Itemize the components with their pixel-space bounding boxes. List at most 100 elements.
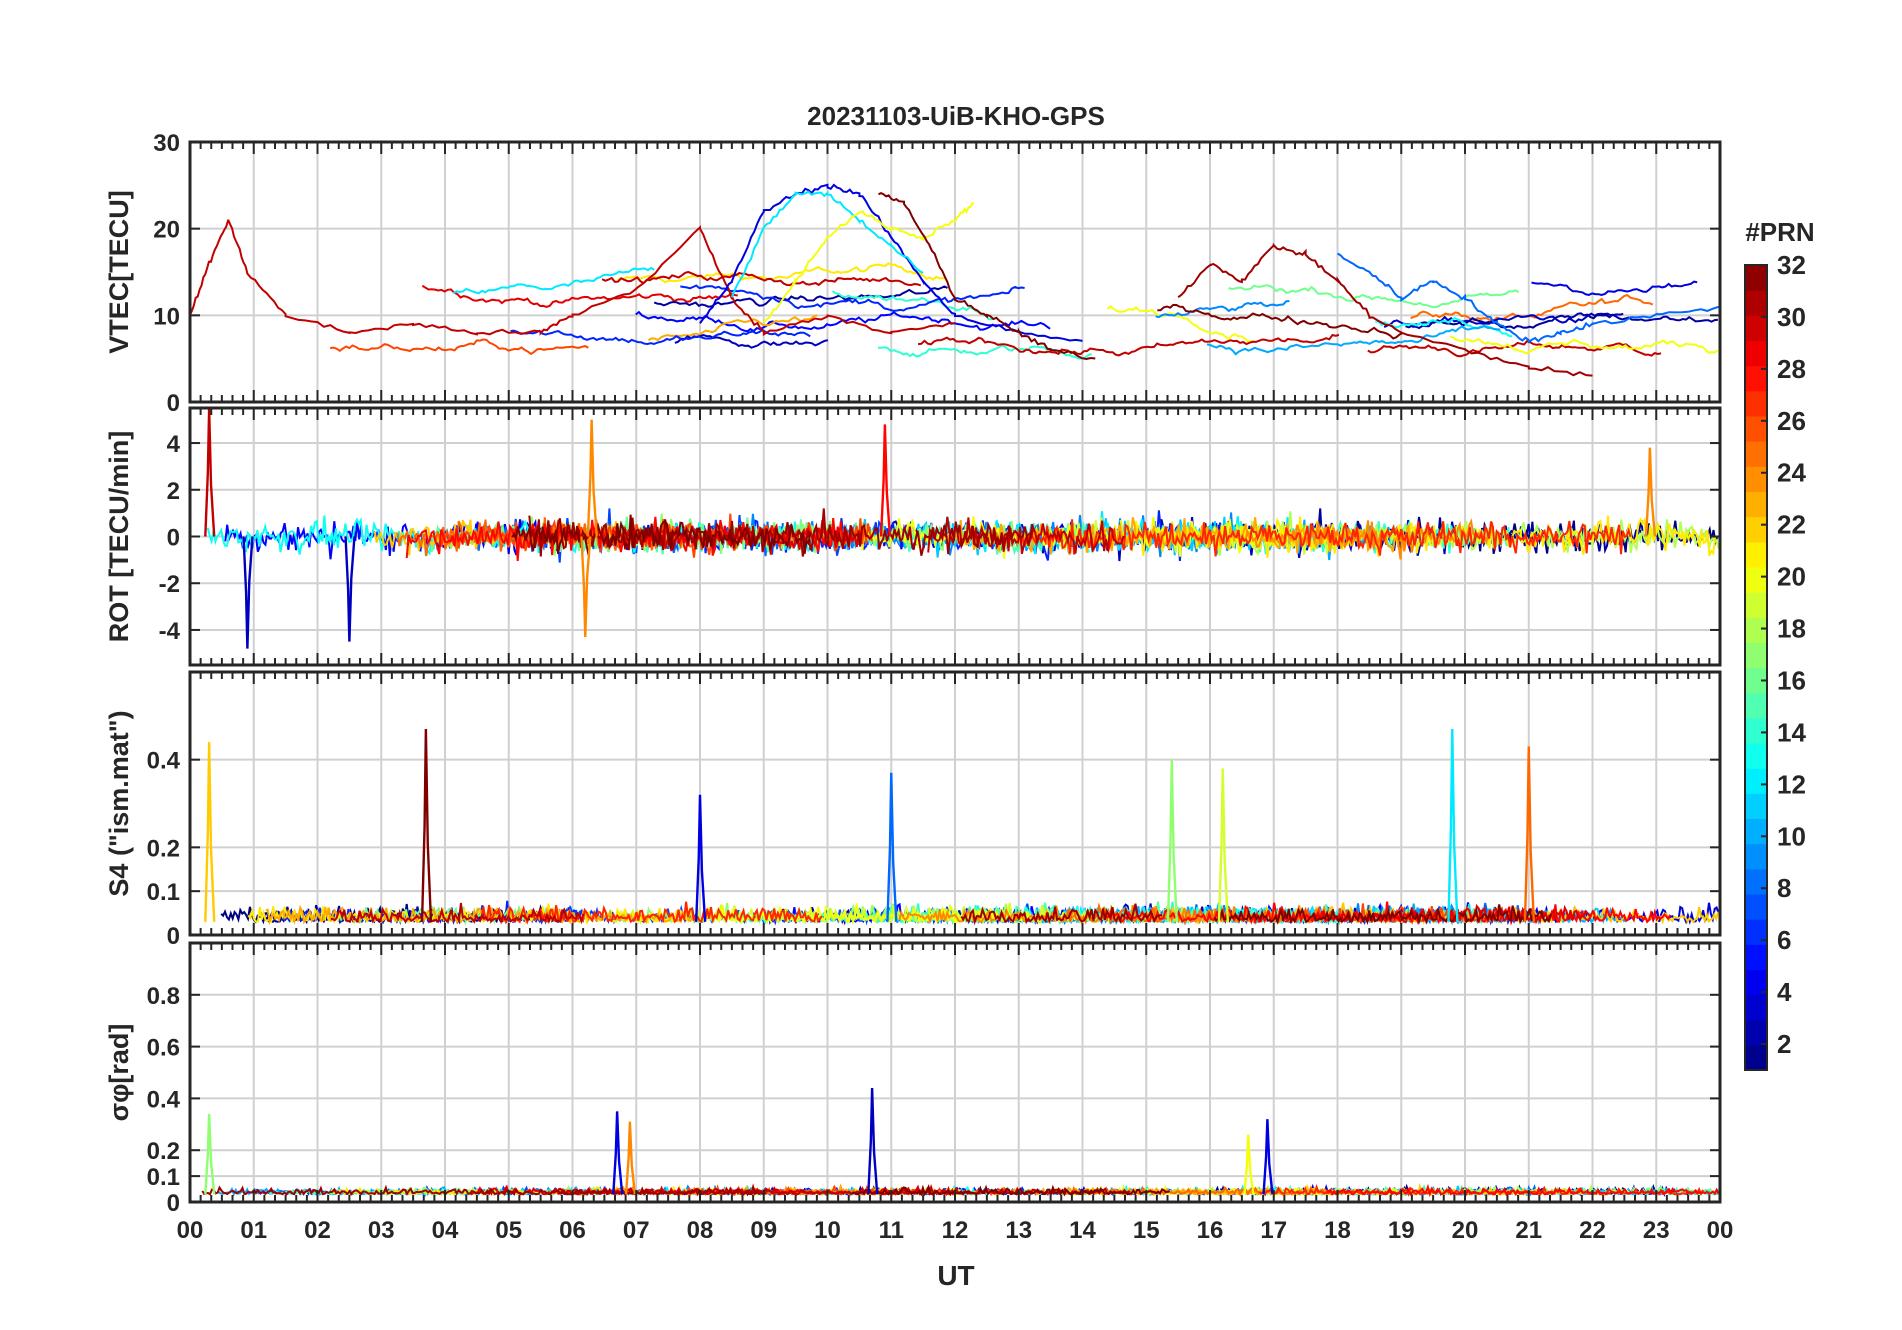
- colorbar-segment: [1745, 315, 1767, 342]
- peak-prn-22: [204, 742, 216, 922]
- peak-prn-3: [344, 536, 356, 642]
- x-tick-label: 04: [432, 1217, 459, 1244]
- y-tick-label: -2: [159, 571, 180, 598]
- colorbar-segment: [1745, 919, 1767, 945]
- colorbar-tick-label: 32: [1777, 250, 1806, 280]
- x-tick-label: 08: [687, 1217, 714, 1244]
- peak-prn-4: [612, 1111, 624, 1195]
- x-ticks: [189, 672, 1721, 935]
- colorbar-segment: [1745, 994, 1767, 1021]
- vtec-track-prn-20: [1449, 335, 1719, 355]
- colorbar-segment: [1745, 617, 1767, 643]
- colorbar-segment: [1745, 390, 1767, 417]
- colorbar-segment: [1745, 1019, 1767, 1046]
- colorbar-segment: [1745, 265, 1767, 291]
- vtec-track-prn-14: [831, 290, 996, 321]
- rot-trace-prn-32: [511, 514, 812, 556]
- data-layer: [204, 408, 1720, 649]
- colorbar-segment: [1745, 868, 1767, 895]
- peak-prn-24: [1644, 447, 1657, 537]
- x-tick-label: 18: [1324, 1217, 1351, 1244]
- colorbar-segment: [1745, 592, 1767, 618]
- peak-prn-8: [886, 772, 898, 922]
- peak-prn-17: [1166, 759, 1179, 922]
- data-layer: [190, 183, 1720, 377]
- colorbar-tick-label: 6: [1777, 925, 1791, 955]
- x-tick-label: 15: [1133, 1217, 1160, 1244]
- x-tick-label: 14: [1069, 1217, 1096, 1244]
- y-axis-label: ROT [TECU/min]: [104, 431, 134, 642]
- y-tick-label: 0: [167, 390, 180, 417]
- colorbar-segment: [1745, 466, 1767, 493]
- y-axis-label: σφ[rad]: [104, 1024, 134, 1122]
- y-tick-label: -4: [159, 618, 181, 645]
- colorbar-tick-label: 2: [1777, 1029, 1791, 1059]
- colorbar-tick-label: 20: [1777, 562, 1806, 592]
- x-ticks: [189, 943, 1721, 1202]
- vtec-track-prn-30: [1367, 339, 1662, 358]
- peak-prn-28: [879, 424, 892, 537]
- y-axis-label: VTEC[TECU]: [104, 190, 134, 354]
- y-tick-label: 0.1: [147, 1164, 180, 1191]
- vtec-track-prn-12: [452, 266, 655, 295]
- y-tick-label: 0.4: [147, 1086, 181, 1113]
- x-tick-label: 06: [559, 1217, 586, 1244]
- vtec-series-prn-30: [190, 219, 956, 337]
- y-tick-label: 2: [167, 478, 180, 505]
- s4-trace-prn-31: [960, 903, 1163, 926]
- x-tick-label: 17: [1260, 1217, 1287, 1244]
- vtec-series-prn-8: [1336, 252, 1720, 344]
- y-tick-label: 0.2: [147, 835, 180, 862]
- y-tick-label: 0: [167, 525, 180, 552]
- x-tick-label: 00: [1707, 1217, 1734, 1244]
- peak-prn-24: [586, 419, 598, 537]
- panel-sigma_phi: 00.10.2 0.4 0.6 0.8 σφ[rad]: [104, 941, 1722, 1217]
- peak-prn-32: [420, 728, 433, 922]
- colorbar-segment: [1745, 365, 1767, 392]
- y-tick-label: 0.6: [147, 1035, 180, 1062]
- colorbar-segment: [1745, 717, 1767, 744]
- grid: [190, 943, 1720, 1202]
- chart-title: 20231103-UiB-KHO-GPS: [807, 101, 1105, 131]
- colorbar-segment: [1745, 893, 1767, 920]
- colorbar-tick-label: 4: [1777, 977, 1792, 1007]
- peak-prn-17: [204, 1113, 216, 1195]
- colorbar-tick-label: 30: [1777, 302, 1806, 332]
- x-tick-label: 03: [368, 1217, 395, 1244]
- vtec-series-prn-4: [699, 183, 1083, 342]
- peak-prn-19: [1217, 768, 1230, 922]
- y-tick-label: 0.8: [147, 983, 180, 1010]
- colorbar-frame: [1744, 264, 1768, 1071]
- grid: [190, 142, 1720, 402]
- x-tick-label: 16: [1197, 1217, 1224, 1244]
- vtec-track-prn-29: [421, 284, 738, 308]
- data-layer: [204, 728, 1720, 926]
- x-tick-label: 19: [1388, 1217, 1415, 1244]
- vtec-series-prn-12: [730, 190, 924, 298]
- colorbar-segment: [1745, 415, 1767, 442]
- x-tick-label: 20: [1452, 1217, 1479, 1244]
- colorbar-segment: [1745, 768, 1767, 794]
- peak-prn-3: [867, 1088, 879, 1195]
- peak-prn-20: [1243, 1134, 1255, 1195]
- colorbar-tick-label: 14: [1777, 717, 1806, 747]
- colorbar-tick-label: 8: [1777, 873, 1791, 903]
- sigma_phi-trace-prn-32: [851, 1183, 1170, 1198]
- colorbar-segment: [1745, 290, 1767, 316]
- peak-prn-25: [1523, 746, 1536, 922]
- vtec-track-prn-4: [1531, 280, 1698, 297]
- vtec-track-prn-2: [1405, 312, 1718, 330]
- panel-vtec: 0 10 20 30 VTEC[TECU]: [104, 130, 1722, 417]
- colorbar-tick-label: 16: [1777, 665, 1806, 695]
- x-ticks: [189, 408, 1721, 665]
- x-tick-label: 12: [942, 1217, 969, 1244]
- colorbar-segment: [1745, 667, 1767, 694]
- peak-prn-12: [1447, 728, 1459, 922]
- vtec-track-prn-26: [330, 338, 589, 356]
- y-tick-label: 10: [153, 303, 180, 330]
- y-tick-label: 0.2: [147, 1138, 180, 1165]
- vtec-series-prn-32: [878, 191, 1096, 361]
- x-ticks: [189, 142, 1721, 402]
